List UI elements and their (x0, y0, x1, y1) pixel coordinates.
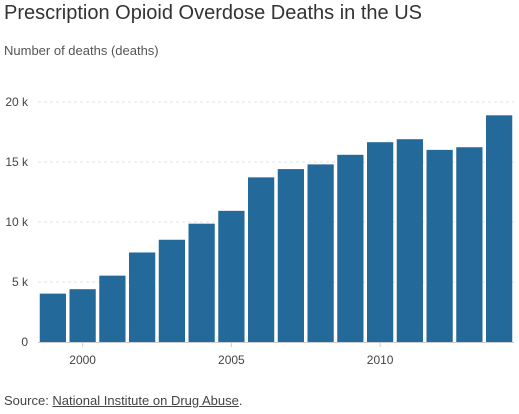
bar-2007[interactable] (277, 169, 304, 342)
bar-1999[interactable] (39, 293, 66, 342)
bar-2004[interactable] (188, 223, 215, 342)
bar-chart: 0 5 k 10 k 15 k 20 k 2000 2005 2010 (5, 95, 514, 367)
y-tick-label: 0 (21, 335, 28, 349)
bar-2013[interactable] (456, 147, 483, 342)
y-axis-label: Number of deaths (deaths) (4, 43, 159, 58)
x-tick-label: 2005 (218, 353, 245, 367)
bar-2000[interactable] (69, 289, 96, 342)
y-tick-label: 5 k (12, 275, 29, 289)
bar-2005[interactable] (218, 210, 245, 342)
bar-2011[interactable] (396, 139, 423, 342)
axes: 0 5 k 10 k 15 k 20 k 2000 2005 2010 (5, 95, 514, 367)
source-link[interactable]: National Institute on Drug Abuse (52, 393, 239, 408)
bar-2012[interactable] (426, 149, 453, 342)
bar-2008[interactable] (307, 164, 334, 342)
source-suffix: . (238, 393, 243, 408)
bar-2009[interactable] (337, 154, 364, 342)
bar-2003[interactable] (158, 239, 185, 342)
bar-2010[interactable] (367, 142, 394, 342)
x-tick-label: 2010 (367, 353, 394, 367)
source-prefix: Source: (4, 393, 53, 408)
x-tick-label: 2000 (69, 353, 96, 367)
source-line: Source: National Institute on Drug Abuse… (4, 393, 243, 408)
y-tick-label: 15 k (5, 155, 29, 169)
bar-2002[interactable] (129, 252, 156, 342)
y-tick-label: 20 k (5, 95, 29, 109)
y-tick-label: 10 k (5, 215, 29, 229)
chart-title: Prescription Opioid Overdose Deaths in t… (4, 2, 422, 24)
bars (39, 115, 513, 342)
bar-2014[interactable] (486, 115, 513, 342)
bar-2006[interactable] (248, 177, 275, 342)
bar-2001[interactable] (99, 275, 126, 342)
